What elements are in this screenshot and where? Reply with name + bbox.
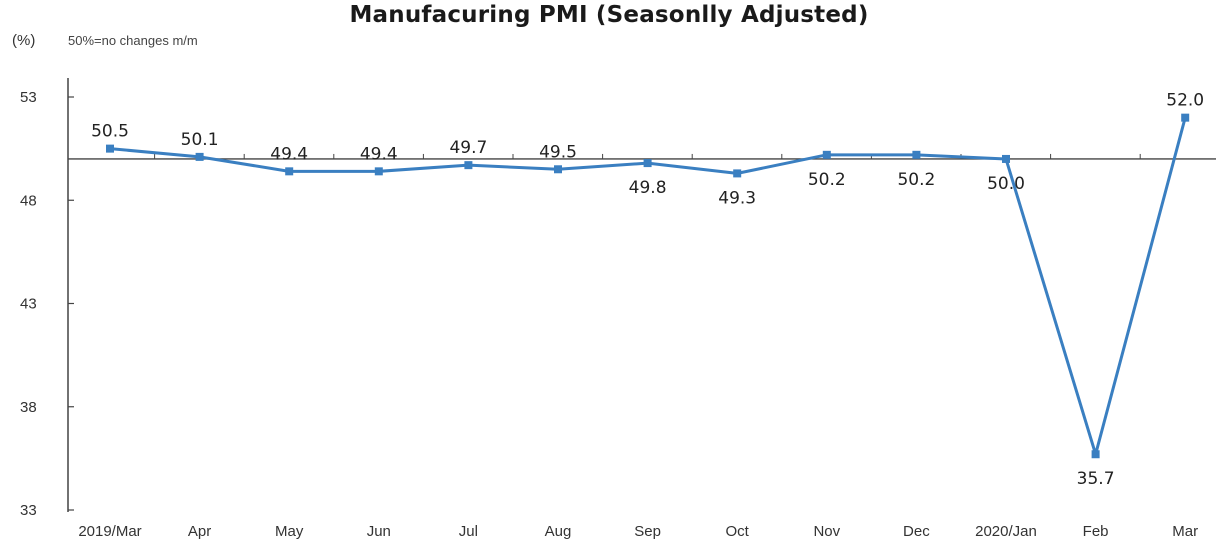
y-tick-label: 38	[20, 399, 37, 416]
data-label: 49.7	[449, 138, 487, 158]
series-line	[109, 117, 1187, 456]
data-label: 50.2	[897, 170, 935, 190]
data-point	[106, 144, 114, 153]
y-axis-unit-label: (%)	[12, 32, 36, 49]
y-tick-label: 53	[20, 89, 37, 106]
data-label: 50.0	[987, 174, 1025, 194]
x-tick-label: 2020/Jan	[975, 523, 1037, 540]
y-tick-label: 33	[20, 502, 37, 519]
data-label: 52.0	[1166, 91, 1204, 111]
reference-note: 50%=no changes m/m	[68, 33, 198, 48]
data-label: 50.1	[181, 130, 219, 150]
x-tick-label: 2019/Mar	[78, 523, 141, 540]
data-label: 50.2	[808, 170, 846, 190]
data-point	[733, 169, 742, 178]
data-label: 49.4	[270, 144, 308, 164]
data-point	[554, 165, 562, 174]
y-tick-label: 43	[20, 296, 37, 313]
x-tick-label: Nov	[813, 523, 840, 540]
data-point	[1002, 154, 1010, 163]
data-label: 49.5	[539, 142, 577, 162]
x-tick-label: Sep	[634, 523, 661, 540]
x-tick-label: Feb	[1083, 523, 1109, 540]
data-point	[1181, 113, 1190, 122]
data-label: 50.5	[91, 122, 129, 142]
chart-title: Manufacuring PMI (Seasonlly Adjusted)	[349, 2, 869, 28]
x-tick-label: Dec	[903, 523, 930, 540]
data-label: 49.4	[360, 144, 398, 164]
x-tick-label: Oct	[726, 523, 750, 540]
data-point	[195, 152, 204, 161]
data-point	[912, 150, 921, 159]
x-tick-label: Mar	[1172, 523, 1198, 540]
data-point	[374, 167, 383, 176]
data-point	[643, 159, 652, 168]
data-point	[464, 161, 473, 170]
y-tick-label: 48	[20, 192, 37, 209]
x-tick-label: Apr	[188, 523, 211, 540]
data-label: 35.7	[1077, 469, 1115, 489]
data-point	[285, 167, 294, 176]
x-tick-label: May	[275, 523, 304, 540]
x-tick-label: Jun	[367, 523, 391, 540]
data-label: 49.3	[718, 188, 756, 208]
data-point	[1091, 450, 1100, 459]
x-tick-label: Aug	[545, 523, 572, 540]
data-label: 49.8	[629, 178, 667, 198]
data-point	[822, 150, 831, 159]
x-tick-label: Jul	[459, 523, 478, 540]
